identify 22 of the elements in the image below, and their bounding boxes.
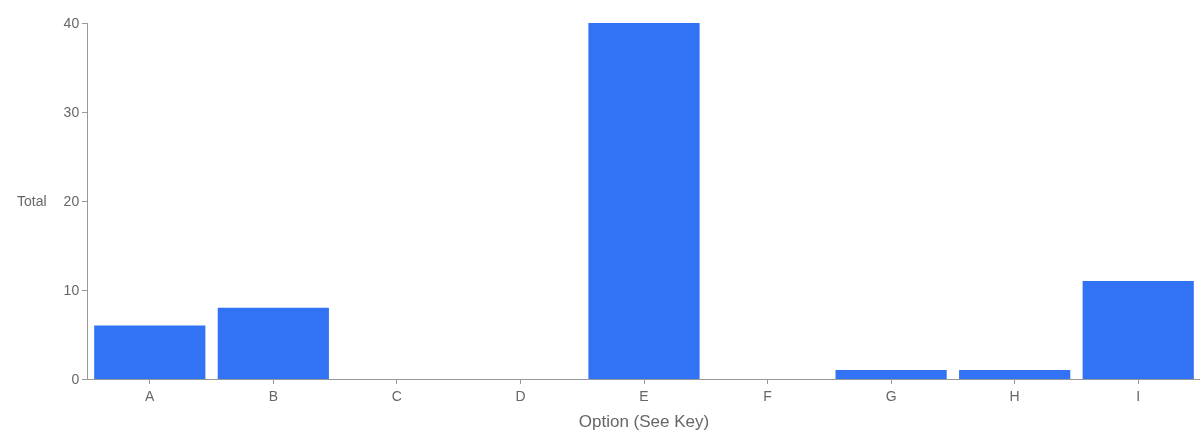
y-tick-label: 30 xyxy=(63,103,80,120)
bar xyxy=(217,307,329,379)
bar xyxy=(588,23,700,379)
x-tick-label: C xyxy=(391,387,402,404)
bar xyxy=(1082,281,1194,379)
x-axis-title: Option (See Key) xyxy=(578,412,710,432)
bar xyxy=(94,325,206,379)
x-tick-label: G xyxy=(885,387,897,404)
bar xyxy=(835,370,947,379)
x-tick-label: H xyxy=(1009,387,1020,404)
x-tick-label: A xyxy=(145,387,156,404)
x-tick-label: F xyxy=(763,387,772,404)
y-tick-label: 0 xyxy=(71,370,80,387)
x-tick-label: E xyxy=(639,387,649,404)
y-axis-title: Total xyxy=(17,193,47,209)
x-tick-label: D xyxy=(515,387,526,404)
x-tick-label: I xyxy=(1136,387,1141,404)
y-tick-label: 10 xyxy=(63,281,80,298)
y-tick-label: 20 xyxy=(63,192,80,209)
y-tick-label: 40 xyxy=(63,14,80,31)
bar xyxy=(959,370,1071,379)
x-tick-label: B xyxy=(268,387,278,404)
